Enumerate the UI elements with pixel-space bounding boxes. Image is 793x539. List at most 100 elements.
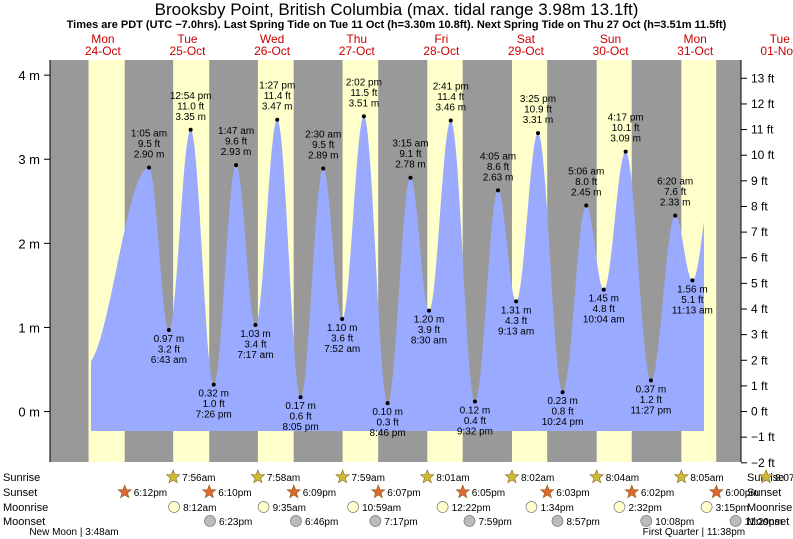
- low-tide-label: 0.23 m: [547, 396, 578, 407]
- sunrise-icon: [504, 469, 520, 484]
- high-tide-point: [408, 175, 413, 180]
- low-tide-label: 4.8 ft: [593, 304, 615, 315]
- high-tide-label: 7.6 ft: [664, 187, 686, 198]
- moonset-icon: [204, 515, 216, 527]
- sunset-icon: [117, 484, 133, 499]
- low-tide-label: 7:52 am: [324, 344, 360, 355]
- high-tide-label: 5:06 am: [568, 166, 604, 177]
- right-axis-tick-label: 4 ft: [751, 302, 768, 316]
- high-tide-label: 8.6 ft: [487, 162, 509, 173]
- high-tide-label: 11.0 ft: [177, 101, 204, 112]
- sunrise-icon: [250, 469, 266, 484]
- moonset-icon: [290, 515, 302, 527]
- day-date-label: 24-Oct: [85, 44, 122, 58]
- low-tide-label: 11:27 pm: [630, 405, 671, 416]
- row-label-left-moonset: Moonset: [3, 516, 45, 528]
- moonset-icon: [551, 515, 564, 527]
- moonrise-icon: [525, 501, 538, 513]
- moonset-icon: [463, 515, 476, 527]
- day-weekday-label: Mon: [683, 32, 706, 46]
- right-axis-tick-label: 10 ft: [751, 148, 775, 162]
- high-tide-label: 1:47 am: [218, 126, 254, 137]
- day-date-label: 31-Oct: [677, 44, 714, 58]
- sunset-icon: [201, 484, 217, 499]
- sunset-time-label: 6:09pm: [303, 488, 336, 499]
- low-tide-point: [211, 382, 216, 387]
- low-tide-label: 1.56 m: [677, 284, 708, 295]
- sunrise-time-label: 8:04am: [606, 473, 639, 484]
- row-label-left-sunset: Sunset: [3, 487, 37, 499]
- high-tide-point: [275, 117, 280, 122]
- low-tide-label: 1.0 ft: [203, 399, 225, 410]
- high-tide-point: [147, 165, 152, 170]
- sunrise-icon: [335, 469, 351, 484]
- low-tide-label: 0.97 m: [154, 334, 185, 345]
- sunset-icon: [370, 484, 386, 499]
- sunrise-icon: [673, 469, 689, 484]
- right-axis-tick-label: 7 ft: [751, 225, 768, 239]
- low-tide-label: 0.37 m: [636, 384, 667, 395]
- moonset-icon: [369, 515, 382, 527]
- night-band: [716, 60, 741, 462]
- moonrise-icon: [257, 501, 270, 513]
- sunset-time-label: 6:03pm: [556, 488, 589, 499]
- day-weekday-label: Tue: [177, 32, 198, 46]
- sunset-icon: [539, 484, 555, 499]
- right-axis-tick-label: 1 ft: [751, 379, 768, 393]
- low-tide-point: [166, 327, 171, 332]
- low-tide-label: 0.32 m: [198, 389, 229, 400]
- high-tide-label: 4:05 am: [480, 151, 516, 162]
- right-axis-tick-label: 13 ft: [751, 71, 775, 85]
- moonrise-time-label: 12:22pm: [452, 503, 491, 514]
- moonset-time-label: 7:17pm: [384, 517, 417, 528]
- sunrise-icon: [758, 469, 774, 484]
- low-tide-label: 9:13 am: [498, 326, 534, 337]
- high-tide-label: 10.9 ft: [524, 105, 552, 116]
- high-tide-label: 11.4 ft: [264, 91, 291, 102]
- low-tide-label: 8:05 pm: [283, 422, 319, 433]
- high-tide-label: 3.35 m: [175, 112, 206, 123]
- high-tide-label: 9.5 ft: [138, 139, 160, 150]
- moonrise-time-label: 2:32pm: [628, 503, 661, 514]
- high-tide-label: 10.1 ft: [612, 123, 640, 134]
- high-tide-label: 9.6 ft: [225, 137, 247, 148]
- sunrise-time-label: 8:01am: [436, 473, 469, 484]
- tide-curve: [91, 116, 704, 431]
- row-label-left-sunrise: Sunrise: [3, 472, 40, 484]
- moonset-time-label: 6:23pm: [219, 517, 252, 528]
- moonset-icon: [640, 515, 653, 527]
- high-tide-label: 3.47 m: [262, 102, 293, 113]
- low-tide-label: 0.6 ft: [289, 412, 311, 423]
- moonrise-time-label: 8:12am: [183, 503, 216, 514]
- low-tide-label: 10:04 am: [583, 315, 625, 326]
- high-tide-label: 3.09 m: [610, 134, 641, 145]
- right-axis-tick-label: 9 ft: [751, 174, 768, 188]
- moonset-time-label: 10:08pm: [655, 517, 694, 528]
- moonrise-icon: [436, 501, 449, 513]
- sun-moon-table: SunriseSunriseSunsetSunsetMoonriseMoonri…: [3, 469, 793, 538]
- low-tide-point: [601, 287, 606, 292]
- low-tide-label: 0.3 ft: [377, 418, 399, 429]
- right-axis-tick-label: 3 ft: [751, 328, 768, 342]
- low-tide-point: [426, 308, 431, 313]
- sunrise-icon: [589, 469, 605, 484]
- high-tide-label: 2.63 m: [483, 172, 514, 183]
- day-weekday-label: Sun: [600, 32, 621, 46]
- high-tide-point: [361, 114, 366, 119]
- low-tide-label: 0.8 ft: [551, 407, 573, 418]
- sunset-time-label: 6:12pm: [134, 488, 167, 499]
- day-date-label: 01-Nov: [760, 44, 793, 58]
- day-weekday-label: Tue: [770, 32, 791, 46]
- moonset-time-label: 7:59pm: [478, 517, 511, 528]
- high-tide-label: 2:41 pm: [433, 82, 469, 93]
- row-label-right-moonset: Moonset: [747, 516, 789, 528]
- low-tide-label: 5.1 ft: [681, 295, 703, 306]
- chart-subtitle: Times are PDT (UTC −7.0hrs). Last Spring…: [66, 19, 727, 31]
- high-tide-label: 2.90 m: [134, 150, 165, 161]
- chart-title: Brooksby Point, British Columbia (max. t…: [154, 0, 639, 19]
- low-tide-point: [514, 299, 519, 304]
- low-tide-label: 11:13 am: [672, 305, 713, 316]
- low-tide-label: 3.2 ft: [158, 344, 180, 355]
- sunset-time-label: 6:02pm: [641, 488, 674, 499]
- high-tide-label: 12:54 pm: [170, 91, 212, 102]
